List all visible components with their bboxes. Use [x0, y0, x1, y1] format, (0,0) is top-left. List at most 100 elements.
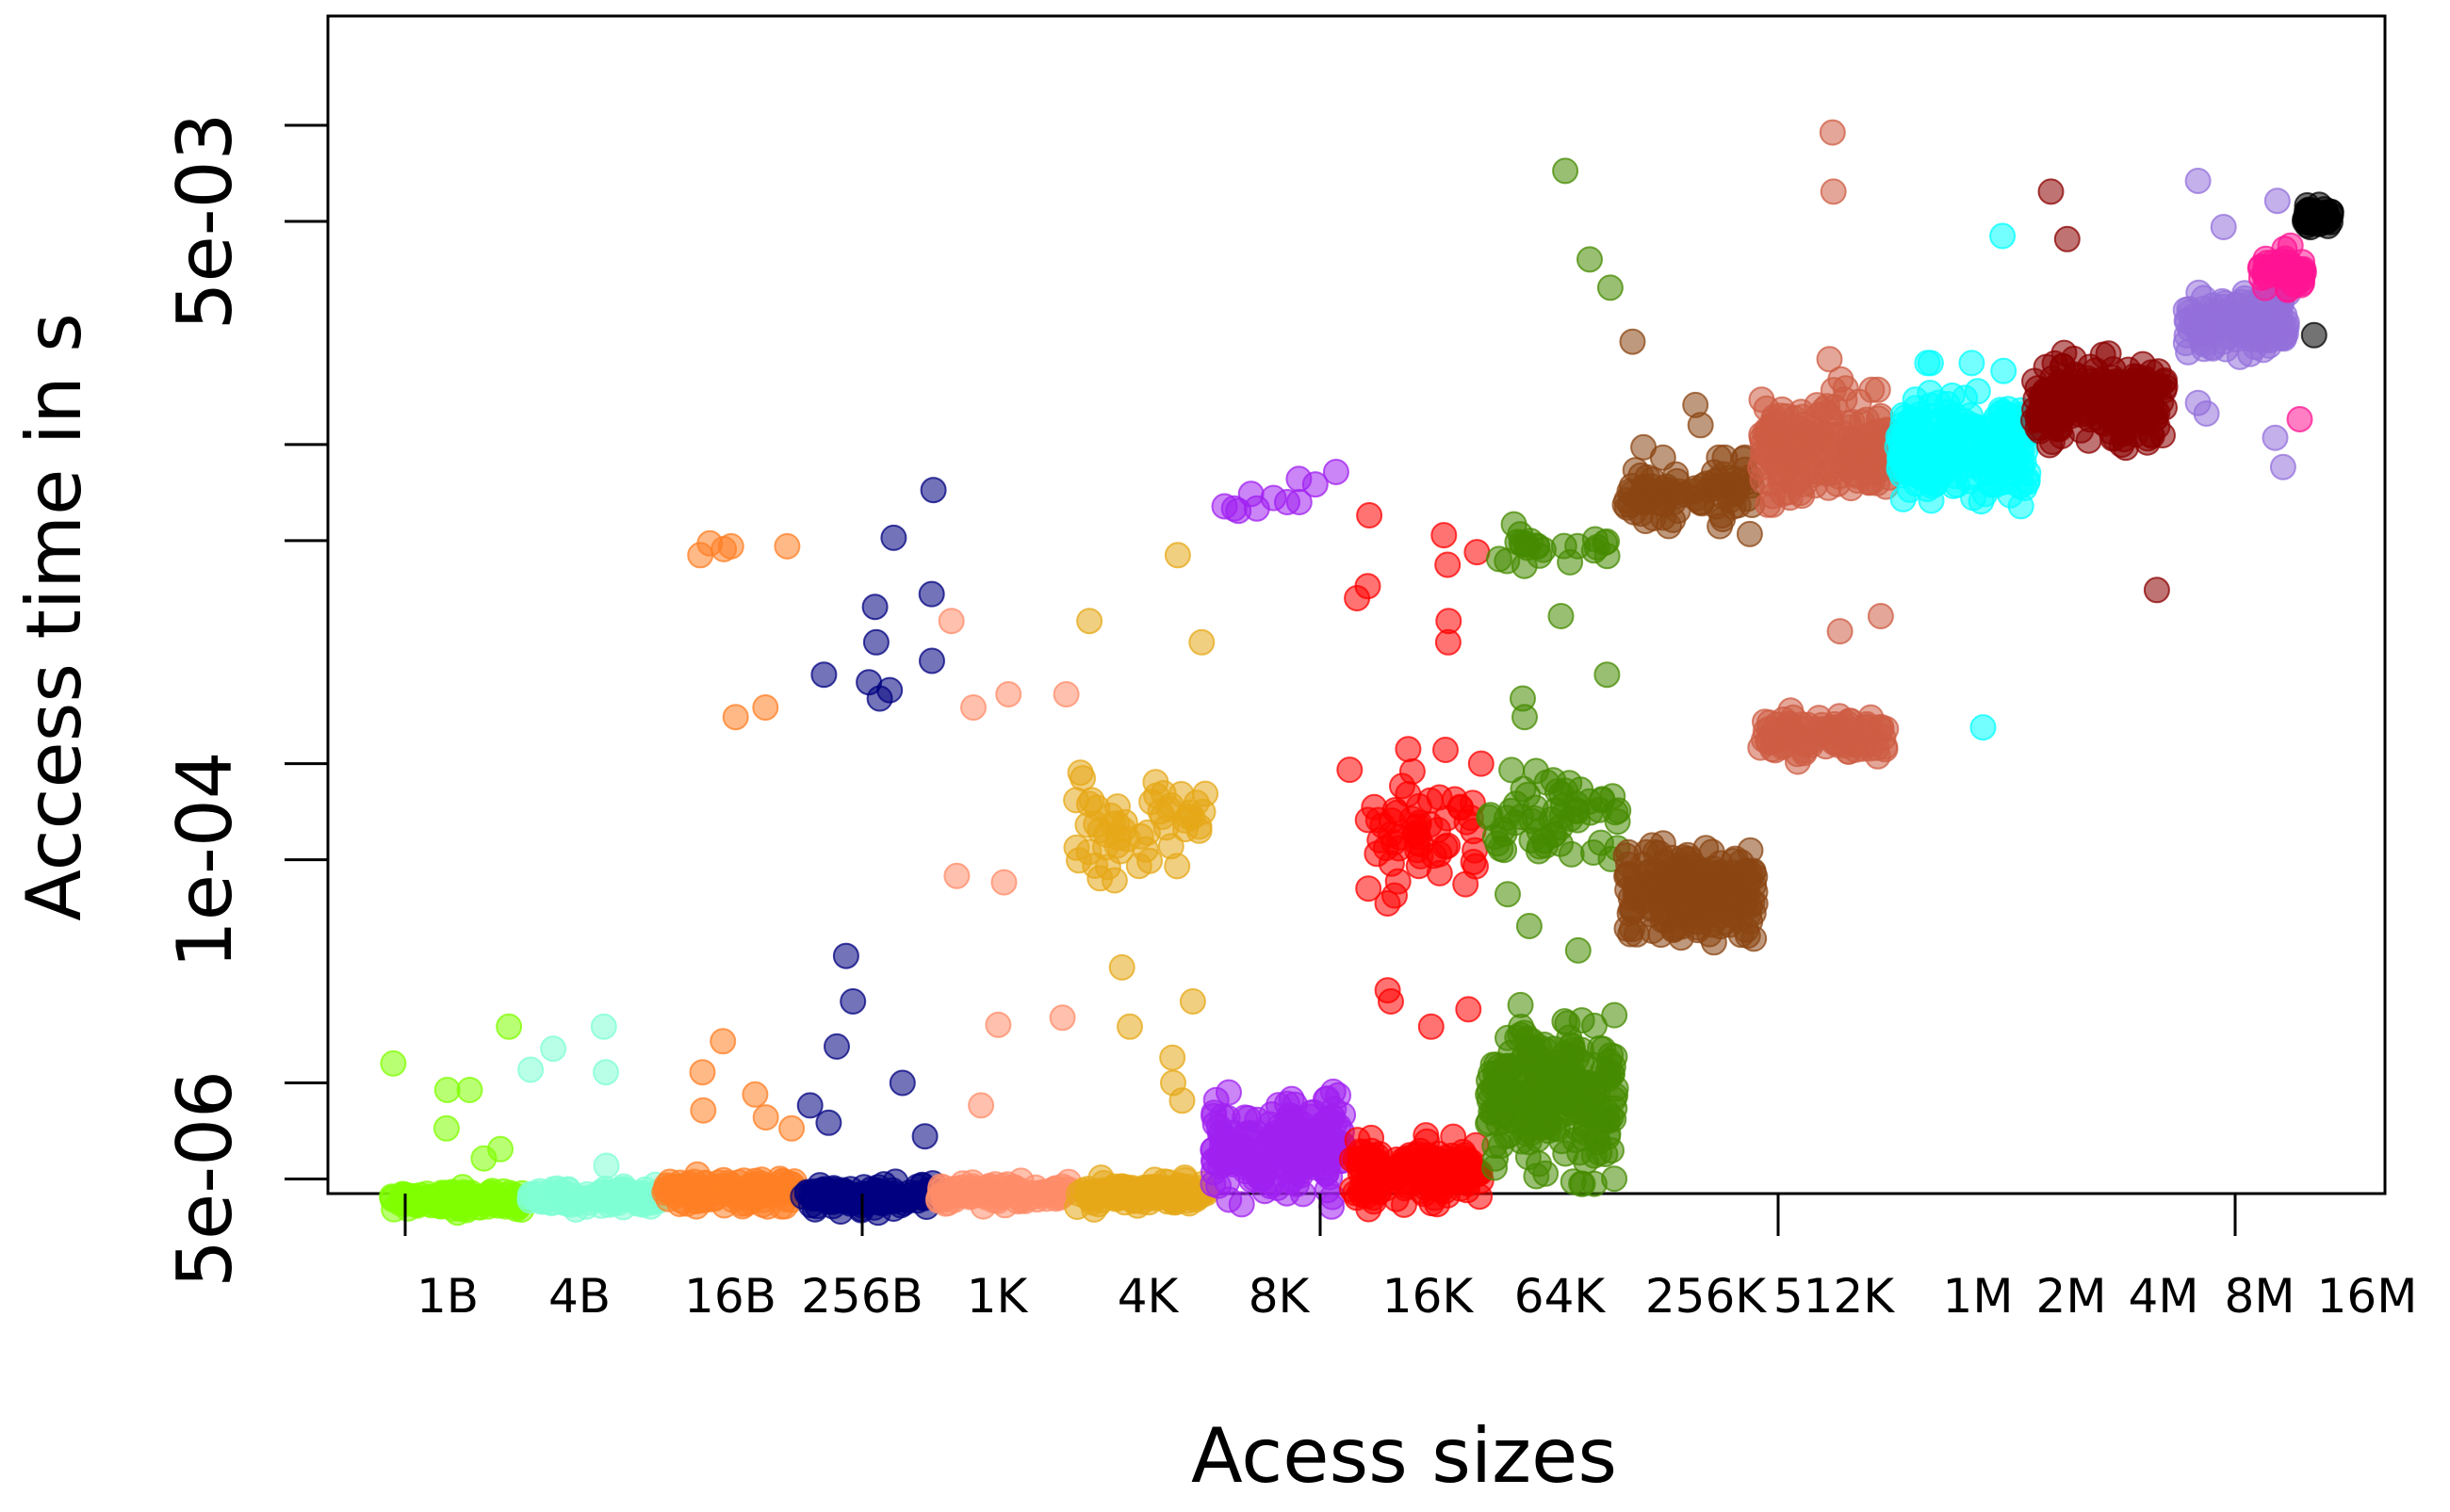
data-point [1285, 489, 1313, 515]
data-point [1513, 534, 1541, 561]
data-point [1516, 1043, 1544, 1070]
data-point [1568, 1036, 1595, 1064]
points-layer [379, 119, 2344, 1227]
data-point [1759, 482, 1787, 510]
data-point [1619, 328, 1646, 355]
data-point [1601, 1165, 1628, 1193]
data-point [990, 869, 1018, 896]
data-point [1711, 908, 1739, 935]
data-point [1494, 881, 1521, 908]
series-1K [925, 608, 1084, 1220]
x-tick-label: 8K [1249, 1269, 1311, 1324]
data-point [840, 988, 867, 1015]
x-tick-label: 16B [684, 1269, 776, 1324]
data-point [1502, 790, 1529, 818]
data-point [1820, 178, 1847, 205]
data-point [1356, 502, 1383, 528]
data-point [1463, 539, 1491, 566]
data-point [866, 685, 893, 712]
series-2M [2020, 178, 2179, 604]
data-point [1215, 1148, 1242, 1176]
data-point [1312, 1126, 1339, 1153]
data-point [2053, 225, 2081, 252]
series-256K [1611, 328, 1769, 956]
data-point [1355, 875, 1382, 902]
data-point [456, 1077, 483, 1103]
data-point [1398, 805, 1426, 833]
data-point [1736, 520, 1763, 547]
data-point [1482, 1145, 1510, 1172]
data-point [2145, 372, 2172, 398]
series-16B [651, 529, 808, 1220]
series-1M [1884, 222, 2042, 741]
data-point [1821, 710, 1849, 738]
data-point [2184, 168, 2212, 194]
data-point [2053, 384, 2081, 412]
data-point [815, 1109, 842, 1136]
data-point [1552, 157, 1579, 185]
data-point [1374, 890, 1401, 917]
data-point [2060, 345, 2087, 372]
data-point [832, 942, 859, 969]
data-point [1164, 542, 1191, 569]
data-point [379, 1184, 406, 1211]
data-point [1342, 1179, 1369, 1207]
data-point [1618, 895, 1645, 922]
data-point [2232, 313, 2260, 340]
data-point [1398, 757, 1426, 785]
data-point [1590, 1057, 1616, 1084]
data-point [985, 1011, 1012, 1038]
data-point [995, 681, 1022, 707]
series-8K [1200, 459, 1358, 1220]
data-point [837, 1176, 864, 1203]
data-point [1455, 996, 1482, 1023]
data-point [2007, 493, 2034, 520]
data-point [1171, 1166, 1199, 1194]
data-point [1049, 1004, 1076, 1032]
x-tick-label: 1B [416, 1269, 479, 1324]
data-point [811, 1176, 839, 1203]
data-point [1515, 913, 1543, 939]
data-point [1583, 533, 1610, 561]
data-point [1301, 471, 1329, 498]
series-512K [1747, 119, 1905, 775]
data-point [1819, 119, 1846, 146]
data-point [1747, 454, 1774, 481]
x-tick-label: 2M [2036, 1269, 2107, 1324]
data-point [1494, 1052, 1521, 1080]
data-point [1086, 817, 1114, 844]
data-point [2263, 187, 2291, 215]
data-point [1432, 737, 1459, 763]
data-point [1867, 603, 1894, 629]
data-point [861, 593, 889, 621]
data-point [1547, 830, 1574, 857]
data-point [880, 1182, 907, 1210]
data-point [1564, 936, 1592, 964]
data-point [1788, 711, 1816, 739]
data-point [1853, 406, 1880, 433]
data-point [2099, 365, 2127, 392]
data-point [1868, 713, 1895, 740]
data-point [1434, 551, 1462, 578]
data-point [1484, 830, 1511, 857]
data-point [1446, 793, 1474, 821]
data-point [1383, 1146, 1411, 1173]
data-point [2122, 421, 2149, 448]
y-tick-label: 5e-03 [161, 113, 249, 331]
data-point [1117, 1013, 1143, 1040]
data-point [752, 1104, 779, 1131]
data-point [517, 1056, 545, 1083]
data-point [918, 580, 945, 608]
data-point [516, 1180, 544, 1208]
data-point [2193, 400, 2220, 427]
data-point [1361, 793, 1388, 821]
data-point [710, 1028, 737, 1055]
x-tick-label: 8M [2225, 1269, 2295, 1324]
data-point [1560, 1168, 1587, 1195]
x-tick-label: 4B [548, 1269, 611, 1324]
x-tick-label: 16K [1382, 1269, 1475, 1324]
data-point [1664, 896, 1690, 923]
data-point [1237, 480, 1265, 508]
data-point [1550, 1077, 1577, 1104]
